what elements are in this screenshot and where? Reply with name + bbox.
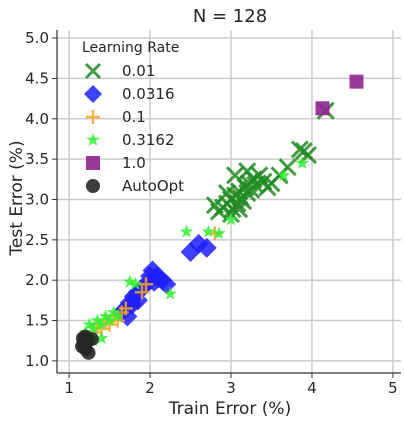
legend: Learning Rate 0.01 0.0316 0.1 0.3162 1.0 Auto…	[82, 40, 184, 195]
data-point	[212, 226, 226, 240]
legend-label: 0.01	[122, 62, 155, 80]
data-point	[128, 277, 143, 290]
grid-lines	[57, 30, 401, 373]
y-tick-label: 4.0	[25, 110, 49, 128]
data-point	[179, 224, 194, 238]
series-0-01	[205, 101, 335, 224]
x-tick-label: 2	[145, 379, 155, 397]
y-tick-label: 5.0	[25, 29, 49, 47]
y-axis-label: Test Error (%)	[7, 140, 27, 256]
legend-label: 0.3162	[122, 131, 175, 149]
y-tick-label: 3.0	[25, 190, 49, 208]
tick-labels: 1 2 3 4 5 1.0 1.5 2.0 2.5 3.0 3.5 4.0 4.5 5.0	[25, 29, 398, 397]
y-tick-label: 2.0	[25, 271, 49, 289]
legend-marker	[86, 156, 100, 170]
legend-title: Learning Rate	[82, 40, 179, 56]
y-tick-label: 2.5	[25, 231, 49, 249]
legend-marker	[86, 133, 100, 146]
data-point	[156, 274, 177, 295]
x-axis-label: Train Error (%)	[168, 399, 291, 419]
data-point	[118, 301, 133, 316]
data-point	[201, 224, 216, 238]
x-tick-label: 5	[388, 379, 398, 397]
data-point	[82, 317, 97, 331]
x-stroke	[250, 166, 269, 185]
y-tick-label: 3.5	[25, 150, 49, 168]
data-point	[90, 313, 105, 327]
y-tick-label: 1.0	[25, 352, 49, 370]
x-stroke	[226, 166, 245, 185]
data-point	[111, 309, 125, 323]
data-point	[94, 331, 109, 344]
data-point	[224, 212, 238, 226]
axes-frame	[52, 30, 401, 378]
series-1-0	[315, 74, 364, 116]
data-point	[163, 286, 177, 300]
data-point	[290, 140, 309, 159]
data-point	[139, 277, 154, 292]
x-tick-label: 1	[64, 379, 74, 397]
x-tick-label: 3	[226, 379, 236, 397]
series-AutoOpt	[75, 329, 99, 360]
x-stroke	[290, 140, 309, 159]
data-point	[107, 305, 121, 319]
data-point	[315, 101, 330, 116]
data-point	[134, 285, 149, 300]
data-point	[349, 74, 364, 89]
data-points	[75, 74, 364, 360]
legend-marker	[86, 179, 100, 193]
data-point	[123, 274, 137, 288]
legend-label: 0.1	[122, 108, 146, 126]
data-point	[79, 334, 94, 349]
y-tick-label: 1.5	[25, 312, 49, 330]
x-stroke	[238, 162, 257, 181]
data-point	[230, 200, 249, 219]
data-point	[86, 321, 101, 335]
data-point	[238, 162, 257, 181]
data-point	[276, 168, 291, 181]
x-stroke	[84, 62, 102, 80]
y-tick-label: 4.5	[25, 69, 49, 87]
legend-label: AutoOpt	[122, 177, 184, 195]
data-point	[226, 166, 245, 185]
legend-label: 1.0	[122, 154, 146, 172]
data-point	[295, 156, 309, 169]
data-point	[94, 317, 109, 331]
x-stroke	[217, 183, 237, 203]
x-tick-label: 4	[307, 379, 317, 397]
x-stroke	[230, 200, 249, 219]
legend-marker	[84, 62, 102, 80]
data-point	[217, 183, 237, 203]
data-point	[196, 237, 217, 258]
legend-marker	[84, 85, 102, 103]
legend-label: 0.0316	[122, 85, 175, 103]
data-point	[102, 313, 117, 327]
legend-marker	[86, 110, 100, 124]
chart-title: N = 128	[193, 6, 267, 27]
data-point	[98, 309, 113, 323]
